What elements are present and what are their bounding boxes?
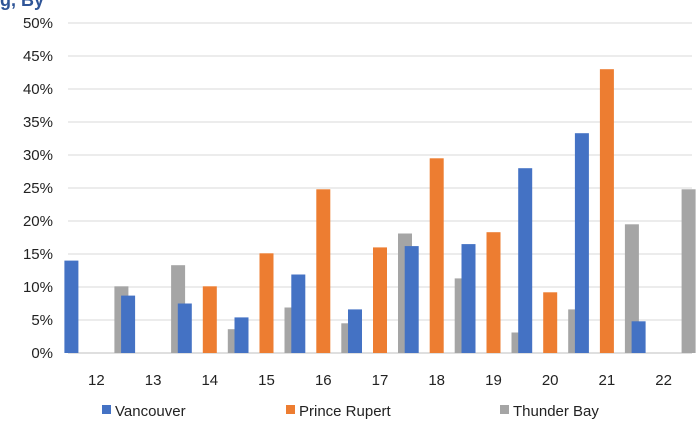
y-tick-label: 50% [23, 15, 53, 32]
bars [64, 69, 696, 353]
y-tick-label: 15% [23, 246, 53, 263]
bar-vancouver [461, 244, 476, 353]
x-tick-label: 18 [428, 372, 445, 389]
bar-prince-rupert [486, 232, 501, 353]
x-tick-label: 22 [655, 372, 672, 389]
x-tick-label: 14 [201, 372, 218, 389]
legend-label: Thunder Bay [513, 403, 599, 420]
bar-prince-rupert [429, 158, 444, 353]
x-tick-label: 15 [258, 372, 275, 389]
bar-prince-rupert [202, 286, 217, 353]
y-tick-label: 0% [31, 345, 53, 362]
y-tick-label: 30% [23, 147, 53, 164]
y-tick-label: 25% [23, 180, 53, 197]
bar-thunder-bay [681, 189, 696, 353]
y-tick-label: 10% [23, 279, 53, 296]
bar-vancouver [234, 317, 249, 353]
bar-vancouver [518, 168, 533, 353]
bar-prince-rupert [543, 292, 558, 353]
bar-vancouver [348, 309, 362, 353]
bar-vancouver [177, 303, 192, 353]
bar-prince-rupert [373, 247, 387, 353]
x-tick-label: 20 [542, 372, 559, 389]
legend-swatch [500, 405, 509, 414]
bar-prince-rupert [316, 189, 331, 353]
y-tick-label: 45% [23, 48, 53, 65]
legend-swatch [286, 405, 295, 414]
y-tick-label: 35% [23, 114, 53, 131]
legend-label: Vancouver [115, 403, 186, 420]
y-tick-label: 40% [23, 81, 53, 98]
bar-vancouver [291, 274, 306, 353]
bar-prince-rupert [259, 253, 274, 353]
chart-title: g, By [0, 0, 45, 10]
y-tick-label: 20% [23, 213, 53, 230]
bar-vancouver [121, 295, 136, 353]
x-tick-label: 16 [315, 372, 332, 389]
bar-vancouver [404, 246, 419, 353]
x-tick-label: 12 [88, 372, 105, 389]
bar-vancouver [574, 133, 589, 353]
bar-vancouver [64, 260, 79, 353]
legend: Vancouver Prince Rupert Thunder Bay [102, 403, 599, 420]
x-tick-label: 17 [372, 372, 389, 389]
legend-label: Prince Rupert [299, 403, 392, 420]
x-tick-label: 21 [599, 372, 616, 389]
x-axis: 12 13 14 15 16 17 18 19 20 21 22 [88, 372, 672, 389]
y-axis: 0% 5% 10% 15% 20% 25% 30% 35% 40% 45% 50% [23, 15, 53, 362]
bar-prince-rupert [599, 69, 614, 353]
bar-thunder-bay [624, 224, 639, 353]
bar-vancouver [631, 321, 646, 353]
x-tick-label: 13 [145, 372, 162, 389]
legend-swatch [102, 405, 111, 414]
x-tick-label: 19 [485, 372, 502, 389]
y-tick-label: 5% [31, 312, 53, 329]
